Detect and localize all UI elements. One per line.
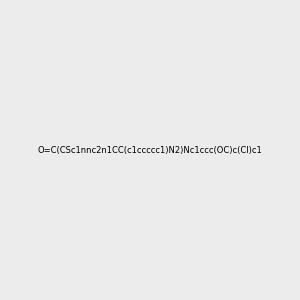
Text: O=C(CSc1nnc2n1CC(c1ccccc1)N2)Nc1ccc(OC)c(Cl)c1: O=C(CSc1nnc2n1CC(c1ccccc1)N2)Nc1ccc(OC)c… xyxy=(38,146,262,154)
